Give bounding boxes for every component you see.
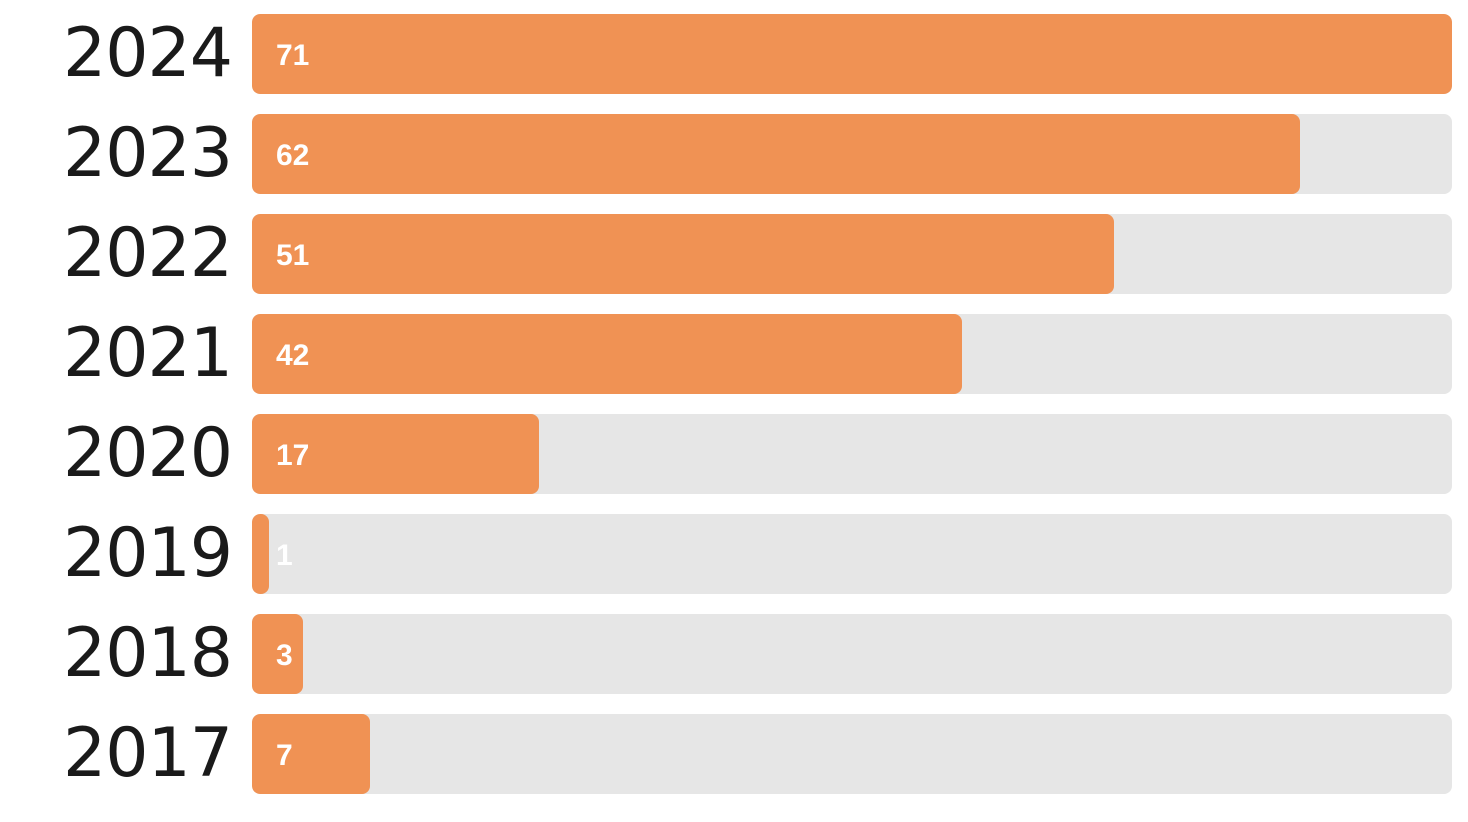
bar [252, 714, 371, 794]
value-label: 3 [276, 639, 293, 672]
value-label: 17 [276, 439, 310, 472]
value-label: 62 [276, 139, 310, 172]
bar [252, 414, 540, 494]
category-label: 2017 [62, 714, 233, 793]
bar-track: 51 [252, 214, 1452, 294]
bar [252, 214, 1114, 294]
value-label: 1 [276, 539, 293, 572]
category-label: 2022 [62, 214, 233, 293]
bar-row-2023: 2023 62 [0, 114, 1468, 194]
bar-track: 17 [252, 414, 1452, 494]
bar-row-2019: 2019 1 [0, 514, 1468, 594]
category-label: 2023 [62, 114, 233, 193]
bar [252, 14, 1452, 94]
bar-row-2024: 2024 71 [0, 14, 1468, 94]
bar-row-2017: 2017 7 [0, 714, 1468, 794]
bar-track: 71 [252, 14, 1452, 94]
bar-row-2022: 2022 51 [0, 214, 1468, 294]
value-label: 71 [276, 39, 310, 72]
category-label: 2024 [62, 14, 233, 93]
value-label: 42 [276, 339, 310, 372]
category-label: 2019 [62, 514, 233, 593]
bar [252, 614, 303, 694]
value-label: 7 [276, 739, 293, 772]
value-label: 51 [276, 239, 310, 272]
bar-row-2018: 2018 3 [0, 614, 1468, 694]
bar-row-2021: 2021 42 [0, 314, 1468, 394]
bar-track: 42 [252, 314, 1452, 394]
bar [252, 314, 962, 394]
bar-track: 3 [252, 614, 1452, 694]
category-label: 2021 [62, 314, 233, 393]
category-label: 2020 [62, 414, 233, 493]
bar [252, 114, 1300, 194]
category-label: 2018 [62, 614, 233, 693]
bar [252, 514, 269, 594]
bar-track: 62 [252, 114, 1452, 194]
bar-track: 1 [252, 514, 1452, 594]
bar-row-2020: 2020 17 [0, 414, 1468, 494]
bar-track: 7 [252, 714, 1452, 794]
